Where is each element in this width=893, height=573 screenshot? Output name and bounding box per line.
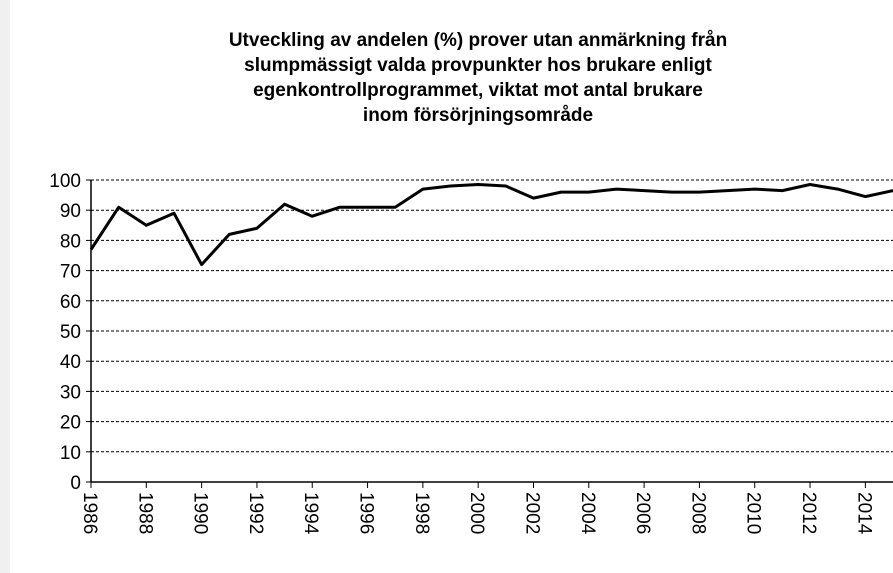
- y-tick-label: 30: [60, 382, 81, 403]
- y-tick-label: 10: [60, 443, 81, 464]
- x-tick-label: 2010: [743, 492, 764, 534]
- chart-title: egenkontrollprogrammet, viktat mot antal…: [253, 80, 703, 101]
- x-tick-label: 1988: [134, 492, 155, 534]
- x-tick-label: 2000: [466, 492, 487, 534]
- chart-title: slumpmässigt valda provpunkter hos bruka…: [244, 55, 712, 76]
- y-tick-label: 100: [49, 171, 81, 192]
- left-strip: [0, 0, 10, 573]
- chart-title: inom försörjningsområde: [363, 105, 593, 126]
- y-tick-label: 90: [60, 201, 81, 222]
- x-tick-label: 1992: [245, 492, 266, 534]
- x-tick-label: 2014: [853, 492, 874, 535]
- data-line: [89, 183, 893, 267]
- y-tick-label: 80: [60, 231, 81, 252]
- y-tick-label: 50: [60, 322, 81, 343]
- y-tick-label: 60: [60, 292, 81, 313]
- x-tick-label: 1994: [300, 492, 321, 535]
- x-tick-label: 2012: [798, 492, 819, 534]
- x-tick-label: 1998: [411, 492, 432, 534]
- chart-title: Utveckling av andelen (%) prover utan an…: [229, 30, 727, 51]
- x-tick-label: 2006: [632, 492, 653, 534]
- x-tick-label: 1990: [190, 492, 211, 534]
- y-tick-label: 70: [60, 262, 81, 283]
- x-tick-label: 2002: [521, 492, 542, 534]
- y-tick-label: 20: [60, 413, 81, 434]
- x-tick-label: 1996: [356, 492, 377, 534]
- x-tick-label: 2008: [687, 492, 708, 534]
- y-tick-label: 0: [70, 473, 81, 494]
- y-tick-label: 40: [60, 352, 81, 373]
- x-tick-label: 1986: [79, 492, 100, 534]
- x-tick-label: 2004: [577, 492, 598, 535]
